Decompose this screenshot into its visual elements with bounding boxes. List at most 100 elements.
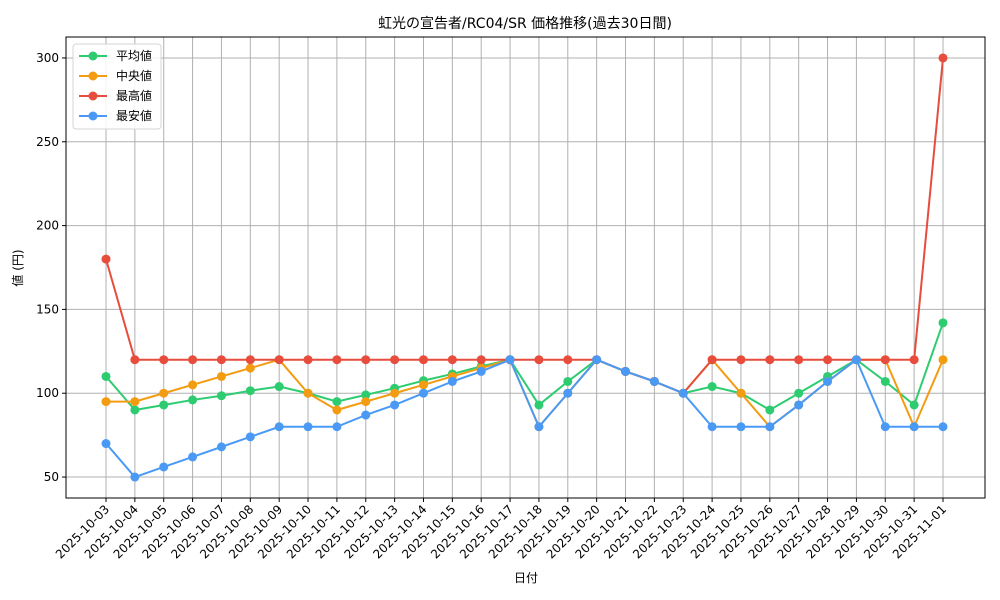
data-point	[563, 376, 573, 386]
y-tick-label: 150	[36, 302, 59, 316]
data-point	[418, 355, 428, 365]
chart-title: 虹光の宣告者/RC04/SR 価格推移(過去30日間)	[378, 16, 672, 32]
data-point	[447, 355, 457, 365]
data-point	[332, 397, 342, 407]
data-point	[188, 395, 198, 405]
data-point	[390, 400, 400, 410]
data-point	[909, 400, 919, 410]
data-point	[188, 452, 198, 462]
data-point	[476, 366, 486, 376]
data-point	[563, 388, 573, 398]
data-point	[130, 397, 140, 407]
y-tick-label: 300	[36, 51, 59, 65]
legend-item: 最高値	[79, 88, 152, 103]
data-point	[851, 355, 861, 365]
data-point	[418, 388, 428, 398]
data-point	[823, 376, 833, 386]
legend-label: 最高値	[116, 88, 152, 103]
data-point	[361, 355, 371, 365]
data-point	[794, 355, 804, 365]
data-point	[216, 371, 226, 381]
data-point	[736, 422, 746, 432]
series-3	[101, 355, 948, 482]
data-point	[563, 355, 573, 365]
data-point	[245, 355, 255, 365]
data-point	[390, 388, 400, 398]
legend-item: 平均値	[79, 48, 152, 63]
legend-label: 平均値	[116, 48, 152, 63]
legend-item: 中央値	[79, 68, 152, 83]
data-point	[736, 355, 746, 365]
data-point	[216, 355, 226, 365]
data-point	[303, 355, 313, 365]
data-point	[130, 472, 140, 482]
legend-marker-icon	[88, 91, 98, 101]
series-line	[105, 322, 944, 412]
data-point	[534, 400, 544, 410]
data-point	[101, 254, 111, 264]
data-point	[159, 388, 169, 398]
data-point	[938, 318, 948, 328]
data-point	[765, 355, 775, 365]
data-point	[130, 355, 140, 365]
data-point	[361, 410, 371, 420]
data-point	[505, 355, 515, 365]
data-point	[245, 432, 255, 442]
data-point	[823, 355, 833, 365]
legend-label: 中央値	[116, 68, 152, 83]
data-point	[707, 422, 717, 432]
y-axis-label: 値 (円)	[10, 249, 25, 286]
data-point	[909, 355, 919, 365]
data-point	[707, 382, 717, 392]
legend-box	[72, 43, 162, 130]
data-point	[909, 422, 919, 432]
y-tick-label: 100	[36, 386, 59, 400]
data-point	[765, 405, 775, 415]
data-point	[188, 380, 198, 390]
data-point	[880, 376, 890, 386]
y-tick-label: 250	[36, 135, 59, 149]
data-point	[880, 355, 890, 365]
data-point	[274, 422, 284, 432]
data-point	[880, 422, 890, 432]
x-axis-label: 日付	[514, 571, 538, 585]
data-point	[592, 355, 602, 365]
data-point	[274, 382, 284, 392]
data-point	[938, 422, 948, 432]
data-point	[361, 397, 371, 407]
data-point	[245, 363, 255, 373]
legend-item: 最安値	[79, 108, 152, 123]
data-point	[245, 386, 255, 396]
data-point	[621, 366, 631, 376]
data-point	[736, 388, 746, 398]
data-point	[707, 355, 717, 365]
legend-marker-icon	[88, 111, 98, 121]
data-point	[649, 376, 659, 386]
legend-marker-icon	[88, 51, 98, 61]
data-point	[303, 422, 313, 432]
y-tick-label: 200	[36, 219, 59, 233]
y-axis: 50 100 150 200 250 300	[36, 51, 66, 484]
plot-frame	[65, 36, 986, 499]
data-point	[332, 355, 342, 365]
data-point	[188, 355, 198, 365]
data-point	[101, 371, 111, 381]
data-point	[534, 422, 544, 432]
legend-marker-icon	[88, 71, 98, 81]
grid	[66, 37, 985, 498]
data-point	[130, 405, 140, 415]
data-point	[332, 422, 342, 432]
data-point	[447, 376, 457, 386]
data-point	[303, 388, 313, 398]
series-line	[105, 57, 944, 395]
series-0	[101, 318, 948, 415]
data-point	[361, 390, 371, 400]
data-point	[216, 442, 226, 452]
data-point	[159, 462, 169, 472]
data-point	[678, 388, 688, 398]
data-point	[418, 380, 428, 390]
x-axis: 2025-10-032025-10-042025-10-052025-10-06…	[53, 498, 949, 561]
data-point	[765, 422, 775, 432]
